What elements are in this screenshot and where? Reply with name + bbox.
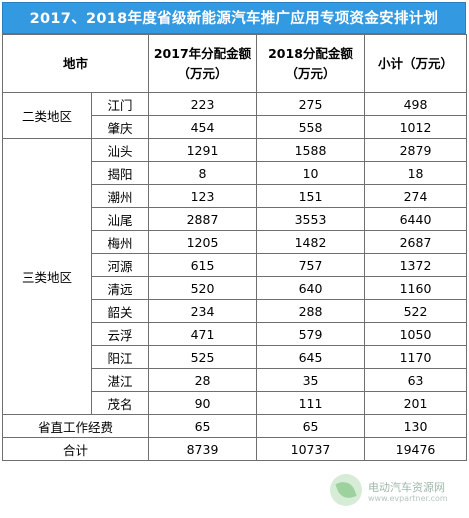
value-subtotal: 130 xyxy=(364,414,468,438)
table-row: 揭阳 8 10 18 xyxy=(3,161,468,185)
total-label: 合计 xyxy=(1,437,150,461)
table-row: 茂名 90 111 201 xyxy=(3,391,468,415)
header-2017: 2017年分配金额 （万元） xyxy=(148,34,258,93)
total-2017: 8739 xyxy=(148,437,258,461)
value-subtotal: 1160 xyxy=(364,276,468,300)
table-row: 梅州 1205 1482 2687 xyxy=(3,230,468,254)
table-row: 二类地区 江门 223 275 498 xyxy=(2,92,468,139)
table-row: 湛江 28 35 63 xyxy=(3,368,468,392)
value-subtotal: 2879 xyxy=(364,138,468,162)
value-2018: 579 xyxy=(256,322,366,346)
city-cell: 汕尾 xyxy=(90,207,150,231)
value-2017: 520 xyxy=(148,276,258,300)
value-2017: 8 xyxy=(148,161,258,185)
total-row: 合计 8739 10737 19476 xyxy=(1,437,468,461)
header-2018: 2018分配金额 （万元） xyxy=(256,34,366,93)
value-subtotal: 2687 xyxy=(364,230,468,254)
value-2018: 645 xyxy=(256,345,366,369)
value-2017: 1205 xyxy=(148,230,258,254)
value-subtotal: 1170 xyxy=(364,345,468,369)
value-2017: 615 xyxy=(148,253,258,277)
value-subtotal: 1012 xyxy=(364,115,468,139)
city-cell: 汕头 xyxy=(90,138,150,162)
value-2018: 1588 xyxy=(256,138,366,162)
city-cell: 梅州 xyxy=(90,230,150,254)
group-class3: 三类地区 xyxy=(2,138,92,415)
total-subtotal: 19476 xyxy=(364,437,468,461)
value-2018: 111 xyxy=(256,391,366,415)
funding-table: 地市 2017年分配金额 （万元） 2018分配金额 （万元） 小计（万元） 二… xyxy=(1,34,468,461)
header-row: 地市 2017年分配金额 （万元） 2018分配金额 （万元） 小计（万元） xyxy=(1,34,468,93)
value-2017: 223 xyxy=(148,92,258,116)
table-row: 三类地区 汕头 1291 1588 2879 xyxy=(2,138,468,415)
city-cell: 湛江 xyxy=(90,368,150,392)
value-2017: 525 xyxy=(148,345,258,369)
city-cell: 揭阳 xyxy=(90,161,150,185)
value-2017: 65 xyxy=(148,414,258,438)
header-2017-unit: （万元） xyxy=(177,65,228,81)
value-subtotal: 274 xyxy=(364,184,468,208)
value-subtotal: 1372 xyxy=(364,253,468,277)
value-2017: 234 xyxy=(148,299,258,323)
provincial-label: 省直工作经费 xyxy=(1,414,150,438)
header-2018-unit: （万元） xyxy=(285,65,336,81)
header-region: 地市 xyxy=(1,34,150,93)
value-2018: 275 xyxy=(256,92,366,116)
value-2017: 28 xyxy=(148,368,258,392)
value-2017: 90 xyxy=(148,391,258,415)
provincial-row: 省直工作经费 65 65 130 xyxy=(1,414,468,438)
value-2018: 1482 xyxy=(256,230,366,254)
value-2018: 3553 xyxy=(256,207,366,231)
group-class2: 二类地区 xyxy=(2,92,92,139)
header-2018-label: 2018分配金额 xyxy=(268,45,353,61)
table-title: 2017、2018年度省级新能源汽车推广应用专项资金安排计划 xyxy=(2,2,466,34)
value-subtotal: 18 xyxy=(364,161,468,185)
city-cell: 清远 xyxy=(90,276,150,300)
value-subtotal: 498 xyxy=(364,92,468,116)
city-cell: 云浮 xyxy=(90,322,150,346)
value-2017: 1291 xyxy=(148,138,258,162)
value-2018: 558 xyxy=(256,115,366,139)
table-row: 韶关 234 288 522 xyxy=(3,299,468,323)
city-cell: 阳江 xyxy=(90,345,150,369)
value-subtotal: 63 xyxy=(364,368,468,392)
city-cell: 肇庆 xyxy=(90,115,150,139)
city-cell: 茂名 xyxy=(90,391,150,415)
value-2018: 65 xyxy=(256,414,366,438)
table-row: 阳江 525 645 1170 xyxy=(3,345,468,369)
value-2017: 123 xyxy=(148,184,258,208)
value-2018: 10 xyxy=(256,161,366,185)
city-cell: 河源 xyxy=(90,253,150,277)
value-2018: 288 xyxy=(256,299,366,323)
header-2017-label: 2017年分配金额 xyxy=(153,45,252,61)
city-cell: 江门 xyxy=(90,92,150,116)
value-subtotal: 6440 xyxy=(364,207,468,231)
table-row: 肇庆 454 558 1012 xyxy=(3,115,468,139)
value-2018: 35 xyxy=(256,368,366,392)
value-2017: 454 xyxy=(148,115,258,139)
value-2017: 471 xyxy=(148,322,258,346)
header-subtotal: 小计（万元） xyxy=(364,34,468,93)
city-cell: 潮州 xyxy=(90,184,150,208)
value-2018: 151 xyxy=(256,184,366,208)
value-2017: 2887 xyxy=(148,207,258,231)
value-subtotal: 522 xyxy=(364,299,468,323)
value-2018: 757 xyxy=(256,253,366,277)
value-subtotal: 1050 xyxy=(364,322,468,346)
city-cell: 韶关 xyxy=(90,299,150,323)
value-2018: 640 xyxy=(256,276,366,300)
value-subtotal: 201 xyxy=(364,391,468,415)
table-row: 潮州 123 151 274 xyxy=(3,184,468,208)
total-2018: 10737 xyxy=(256,437,366,461)
